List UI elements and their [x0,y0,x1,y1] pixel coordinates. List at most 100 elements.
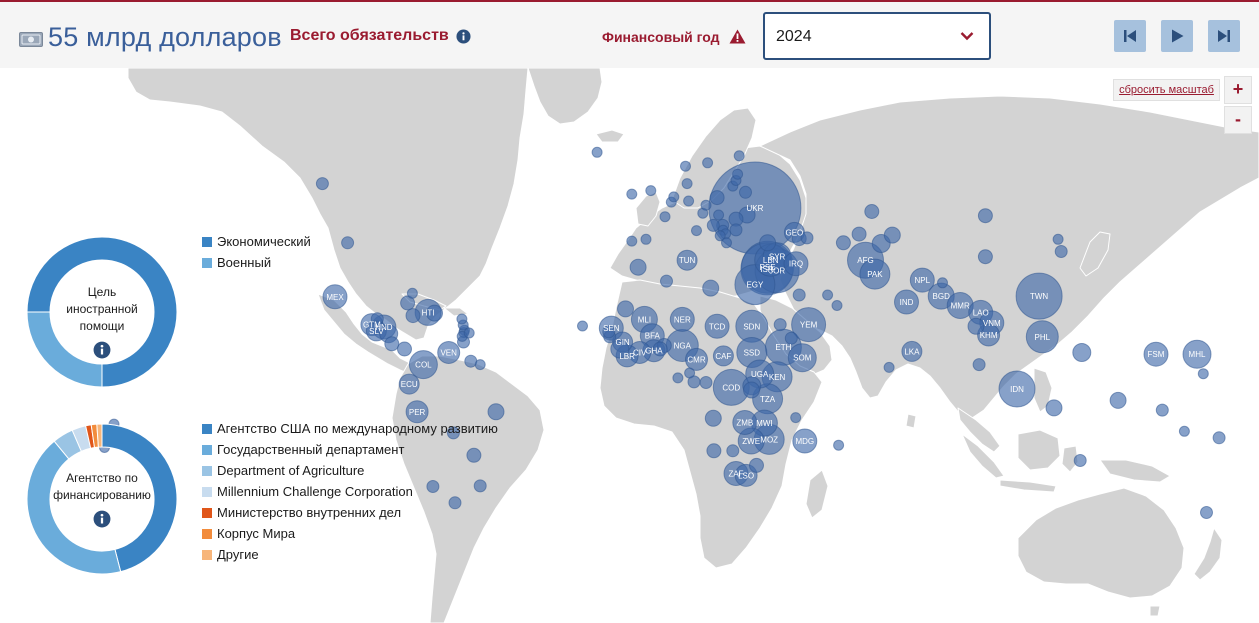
play-button[interactable] [1161,20,1193,52]
country-bubble-omn[interactable] [831,300,843,311]
country-bubbles[interactable] [99,146,1226,519]
country-bubble-som[interactable] [787,343,817,373]
reset-zoom-button[interactable]: сбросить масштаб [1113,79,1220,101]
country-bubble-cpv[interactable] [577,320,588,332]
donut-slice[interactable] [26,236,178,388]
country-bubble-sau[interactable] [792,288,806,302]
country-bubble-tgo[interactable] [652,341,668,357]
country-bubble-atg[interactable] [456,313,468,325]
country-bubble-fra[interactable] [659,211,671,223]
country-bubble-lka[interactable] [901,340,923,362]
country-bubble-mhl[interactable] [1182,339,1212,369]
country-bubble-ner[interactable] [669,306,695,332]
info-icon[interactable] [456,29,471,44]
country-bubble-tcd[interactable] [704,313,730,339]
donut-slice[interactable] [96,423,103,448]
country-bubble-cub[interactable] [400,295,416,311]
country-bubble-caf[interactable] [712,345,734,367]
country-bubble-zmb[interactable] [732,410,758,435]
country-bubble-fsm[interactable] [1143,341,1169,367]
country-bubble-irl[interactable] [626,188,638,200]
country-bubble-prk[interactable] [1052,233,1064,245]
donut-slice[interactable] [26,311,103,388]
country-bubble-fin[interactable] [733,150,745,162]
country-bubble-pak[interactable] [859,258,891,290]
country-bubble-plw[interactable] [1072,343,1092,362]
country-bubble-ita[interactable] [691,225,702,237]
country-bubble-pan[interactable] [397,341,412,357]
country-bubble-mar[interactable] [629,258,647,276]
country-bubble-est[interactable] [732,168,744,180]
country-bubble-esp[interactable] [640,233,652,245]
country-bubble-bgr[interactable] [729,223,743,237]
country-bubble-swe[interactable] [702,157,714,169]
country-bubble-kir[interactable] [1197,368,1209,380]
country-bubble-kor[interactable] [1054,245,1068,258]
country-bubble-ven[interactable] [437,341,461,364]
country-bubble-brb[interactable] [463,327,475,339]
donut-slice[interactable] [26,440,122,575]
country-bubble-tur[interactable] [759,234,777,252]
country-bubble-bdi[interactable] [743,381,760,399]
country-bubble-aus[interactable] [1073,454,1087,467]
country-bubble-com[interactable] [790,412,802,424]
country-bubble-fji[interactable] [1212,431,1226,445]
country-bubble-bhs[interactable] [406,287,418,299]
country-bubble-blz[interactable] [370,312,384,326]
country-bubble-idn[interactable] [998,370,1036,408]
country-bubble-bol[interactable] [446,426,460,440]
country-bubble-eri[interactable] [773,318,787,332]
country-bubble-chl[interactable] [426,480,440,493]
country-bubble-jam[interactable] [405,308,421,324]
country-bubble-lby[interactable] [702,279,720,297]
warning-icon[interactable] [729,29,746,44]
country-bubble-cog[interactable] [699,376,713,389]
country-bubble-tkm[interactable] [835,235,851,251]
country-bubble-sur[interactable] [474,359,486,371]
country-bubble-gbr[interactable] [645,185,657,197]
country-bubble-ury[interactable] [473,479,487,493]
aid-purpose-donut[interactable] [26,236,178,388]
country-bubble-cri[interactable] [384,336,400,352]
info-icon[interactable] [93,341,111,359]
country-bubble-ind[interactable] [894,289,919,315]
country-bubble-tls[interactable] [1045,399,1063,417]
country-bubble-btn[interactable] [937,277,948,289]
country-bubble-blr[interactable] [739,185,752,199]
country-bubble-usa[interactable] [341,236,355,250]
country-bubble-dom[interactable] [426,304,443,322]
info-icon[interactable] [93,510,111,528]
country-bubble-isl[interactable] [591,146,603,158]
country-bubble-bwa[interactable] [726,444,740,458]
country-bubble-nam[interactable] [706,443,722,459]
country-bubble-stp[interactable] [672,372,684,384]
country-bubble-mys[interactable] [972,358,986,372]
country-bubble-mrt[interactable] [617,300,634,318]
country-bubble-slb[interactable] [1155,403,1169,417]
country-bubble-mex[interactable] [322,284,348,310]
country-bubble-cze[interactable] [700,199,712,211]
country-bubble-gnq[interactable] [684,367,696,379]
country-bubble-mdg[interactable] [792,428,818,454]
country-bubble-nor[interactable] [680,160,691,172]
country-bubble-pol[interactable] [709,190,725,206]
country-bubble-uzb[interactable] [851,226,867,242]
country-bubble-dza[interactable] [660,274,673,288]
country-bubble-pry[interactable] [466,447,482,463]
country-bubble-arg[interactable] [448,496,462,510]
donut-slice[interactable] [101,423,178,573]
country-bubble-hun[interactable] [713,209,725,221]
last-year-button[interactable] [1208,20,1240,52]
country-bubble-twn[interactable] [1015,272,1063,320]
country-bubble-tun[interactable] [676,249,698,271]
country-bubble-chn[interactable] [977,249,993,265]
country-bubble-png[interactable] [1109,391,1127,409]
country-bubble-prt[interactable] [626,235,638,247]
country-bubble-mng[interactable] [977,208,993,224]
country-bubble-cmr[interactable] [685,347,708,371]
country-bubble-nld[interactable] [668,191,680,203]
zoom-out-button[interactable]: - [1224,106,1252,134]
country-bubble-phl[interactable] [1025,320,1059,354]
country-bubble-bih[interactable] [706,218,720,232]
